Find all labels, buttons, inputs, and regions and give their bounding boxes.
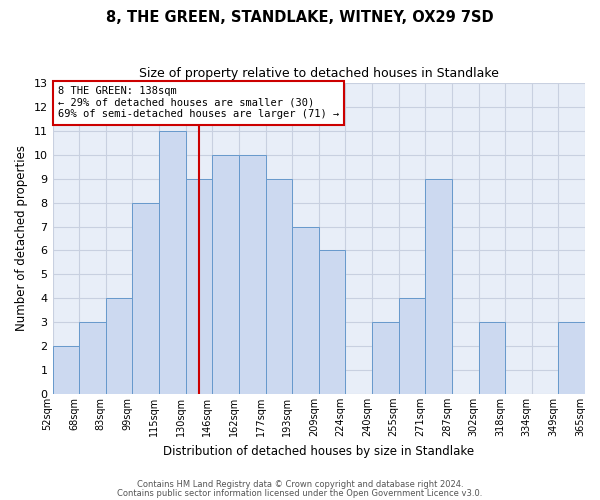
Bar [319, 250, 346, 394]
Text: 8, THE GREEN, STANDLAKE, WITNEY, OX29 7SD: 8, THE GREEN, STANDLAKE, WITNEY, OX29 7S… [106, 10, 494, 25]
Bar [159, 131, 185, 394]
Bar [372, 322, 398, 394]
Bar [479, 322, 505, 394]
Bar [398, 298, 425, 394]
Y-axis label: Number of detached properties: Number of detached properties [15, 146, 28, 332]
Bar [559, 322, 585, 394]
Bar [79, 322, 106, 394]
Bar [239, 155, 266, 394]
Bar [425, 178, 452, 394]
Title: Size of property relative to detached houses in Standlake: Size of property relative to detached ho… [139, 68, 499, 80]
Bar [212, 155, 239, 394]
X-axis label: Distribution of detached houses by size in Standlake: Distribution of detached houses by size … [163, 444, 475, 458]
Bar [292, 226, 319, 394]
Text: Contains HM Land Registry data © Crown copyright and database right 2024.: Contains HM Land Registry data © Crown c… [137, 480, 463, 489]
Text: Contains public sector information licensed under the Open Government Licence v3: Contains public sector information licen… [118, 488, 482, 498]
Bar [53, 346, 79, 394]
Bar [106, 298, 133, 394]
Text: 8 THE GREEN: 138sqm
← 29% of detached houses are smaller (30)
69% of semi-detach: 8 THE GREEN: 138sqm ← 29% of detached ho… [58, 86, 339, 120]
Bar [266, 178, 292, 394]
Bar [185, 178, 212, 394]
Bar [133, 202, 159, 394]
